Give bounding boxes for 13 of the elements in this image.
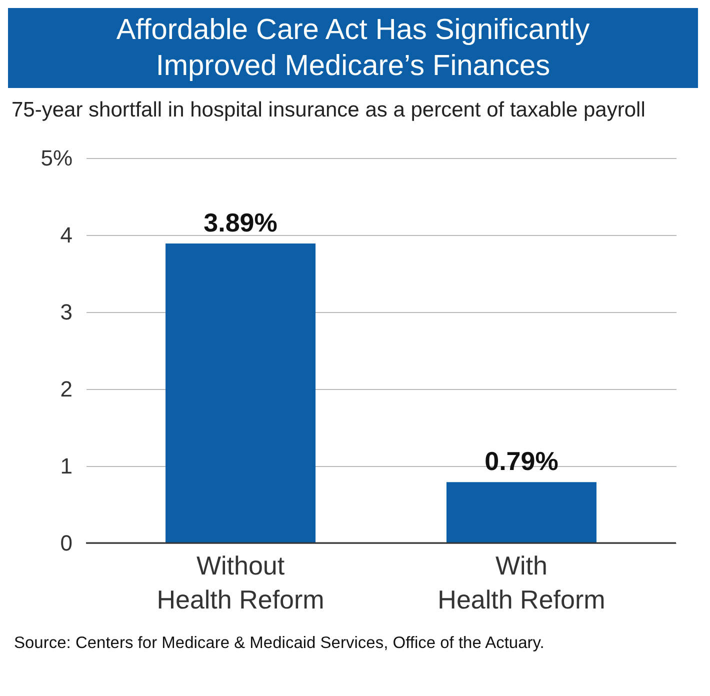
y-axis-title: 75-year shortfall in hospital insurance as a percent of taxable payroll — [12, 98, 646, 122]
y-tick-label: 3 — [60, 300, 72, 324]
source-note: Source: Centers for Medicare & Medicaid Services, Office of the Actuary. — [14, 634, 544, 652]
y-tick-label: 0 — [60, 530, 72, 556]
x-tick-label: Without Health Reform — [156, 550, 324, 614]
data-label: 0.79% — [484, 446, 558, 476]
x-tick-label: With Health Reform — [438, 550, 606, 614]
y-tick-label: 5% — [40, 146, 72, 170]
data-label: 3.89% — [204, 207, 278, 238]
y-tick-label: 4 — [60, 222, 72, 248]
chart-title: Affordable Care Act Has Significantly Improved Medicare’s Finances — [116, 14, 590, 82]
y-tick-label: 2 — [60, 376, 72, 402]
y-tick-label: 1 — [60, 454, 72, 478]
